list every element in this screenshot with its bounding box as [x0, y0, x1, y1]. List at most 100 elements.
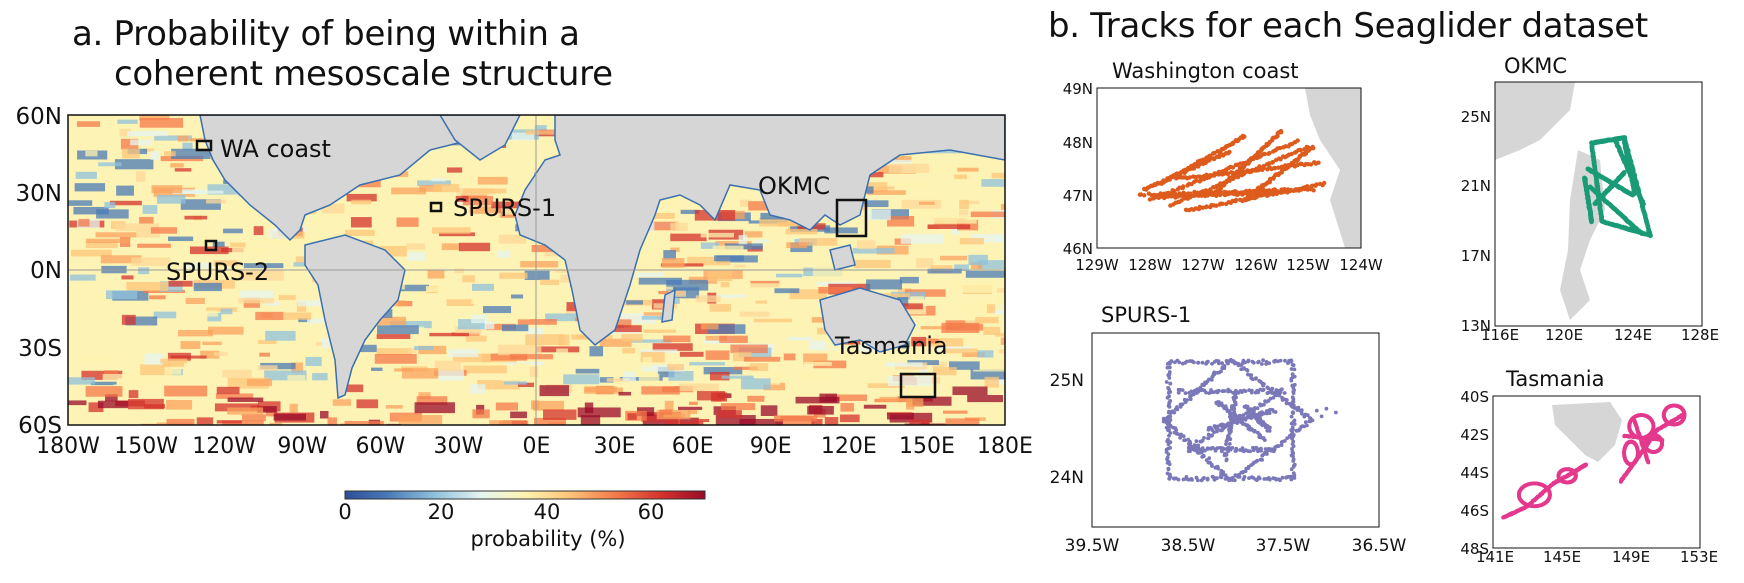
heat-cell	[168, 280, 193, 287]
spurs1-point	[1243, 360, 1248, 365]
heat-cell	[396, 217, 419, 227]
heat-cell	[866, 279, 903, 290]
spurs1-point	[1186, 437, 1191, 442]
washington-point	[1295, 138, 1300, 143]
heat-cell	[385, 405, 403, 409]
heat-cell	[676, 196, 688, 201]
heat-cell	[477, 176, 508, 185]
heat-cell	[959, 210, 969, 219]
heat-cell	[137, 243, 171, 248]
wa-y-tick: 48N	[1063, 134, 1093, 152]
spurs1-point	[1280, 398, 1285, 402]
heat-cell	[647, 286, 673, 290]
tasmania-point	[1547, 494, 1552, 498]
spurs1-point	[1194, 439, 1199, 444]
spurs1-point	[1291, 375, 1295, 379]
heat-cell	[531, 400, 540, 410]
heat-cell	[119, 128, 131, 137]
heat-cell	[150, 150, 161, 160]
heat-cell	[670, 222, 688, 232]
heat-cell	[816, 281, 857, 286]
heat-cell	[748, 201, 777, 211]
washington-point	[1181, 184, 1186, 189]
heat-cell	[501, 324, 529, 332]
heat-cell	[81, 370, 123, 380]
spurs1-point	[1224, 458, 1229, 463]
heat-cell	[577, 407, 621, 418]
heat-cell	[196, 417, 214, 425]
greenland	[439, 115, 521, 161]
heat-cell	[105, 394, 118, 402]
heat-cell	[327, 417, 337, 425]
spurs1-point	[1206, 359, 1210, 364]
spurs2-box	[204, 239, 218, 252]
spurs1-point	[1258, 402, 1262, 407]
heat-cell	[701, 323, 719, 330]
heat-cell	[641, 381, 675, 387]
heat-cell	[495, 402, 519, 411]
heat-cell	[164, 151, 176, 157]
okmc-point	[1589, 219, 1594, 225]
spurs1-tracks	[1161, 358, 1338, 483]
heat-cell	[984, 376, 999, 388]
heat-cell	[943, 410, 968, 414]
heat-cell	[622, 371, 636, 382]
spurs1-point	[1179, 434, 1183, 438]
heat-cell	[306, 318, 333, 324]
heat-cell	[144, 353, 164, 365]
spurs1-y-tick: 25N	[1050, 371, 1084, 391]
wa-x-tick: 128W	[1128, 256, 1172, 274]
heat-cell	[344, 421, 384, 425]
tasmania-x-ticks: 141E 145E 149E 153E	[1476, 548, 1718, 566]
heat-cell	[732, 352, 752, 362]
heat-cell	[185, 297, 205, 304]
heat-cell	[525, 334, 565, 346]
spurs1-x-tick: 38.5W	[1161, 536, 1216, 556]
heat-cell	[401, 368, 439, 379]
heat-cell	[296, 301, 307, 312]
heat-cell	[462, 174, 504, 179]
heat-cell	[540, 279, 559, 285]
heat-cell	[200, 268, 240, 278]
heat-cell	[164, 366, 182, 375]
tasmania-x-tick: 145E	[1543, 548, 1581, 566]
heat-cell	[789, 289, 827, 300]
heat-cell	[721, 375, 754, 379]
heat-cell	[168, 236, 194, 242]
spurs1-point	[1218, 475, 1223, 479]
heat-cell	[230, 242, 246, 248]
heat-cell	[663, 335, 691, 343]
spurs1-point	[1260, 453, 1265, 458]
heat-cell	[887, 215, 915, 227]
heat-cell	[471, 314, 488, 324]
heat-cell	[259, 352, 271, 357]
heat-cell	[998, 349, 1005, 354]
heat-cell	[180, 199, 221, 210]
heat-cell	[470, 384, 486, 394]
okmc-tracks	[1582, 135, 1653, 239]
heat-cell	[503, 316, 531, 320]
spurs1-point	[1181, 477, 1186, 482]
spurs1-point	[1291, 459, 1296, 463]
spurs1-point	[1276, 444, 1281, 448]
spurs1-point	[1267, 477, 1272, 482]
heat-cell	[899, 276, 919, 284]
spurs1-point	[1291, 454, 1295, 459]
heat-cell	[446, 299, 474, 307]
heat-cell	[627, 413, 637, 420]
heat-cell	[941, 322, 980, 334]
heat-cell	[970, 211, 1005, 218]
okmc-land	[1495, 82, 1575, 160]
spurs1-point	[1256, 390, 1261, 395]
heat-cell	[717, 410, 742, 418]
heat-cell	[156, 194, 186, 204]
washington-point	[1311, 188, 1316, 193]
heat-cell	[469, 206, 512, 214]
spurs1-point	[1289, 359, 1294, 363]
heat-cell	[831, 233, 852, 244]
heat-cell	[786, 336, 813, 341]
spurs1-point	[1291, 363, 1296, 368]
heat-cell	[416, 396, 448, 405]
spurs1-point	[1229, 426, 1234, 430]
lon-tick: 150E	[899, 434, 955, 459]
